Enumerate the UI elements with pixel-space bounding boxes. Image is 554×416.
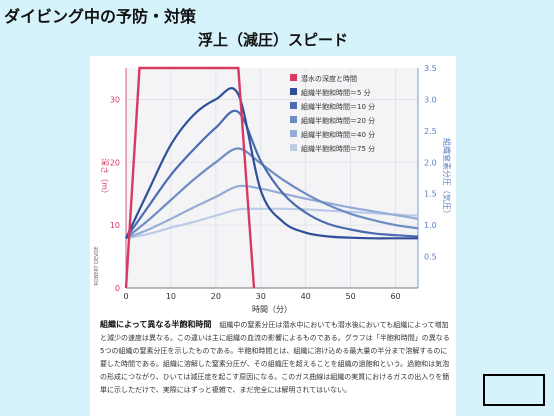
- y-left-tick-label: 20: [110, 158, 120, 167]
- legend-swatch: [290, 116, 297, 123]
- y-left-axis-label: 深さ（m）: [100, 158, 109, 198]
- caption-title: 組織によって異なる半飽和時間: [100, 320, 212, 329]
- series-line: [125, 207, 419, 240]
- y-right-tick-label: 1.5: [424, 190, 437, 199]
- tissue-saturation-chart: 0 10 20 30 40 50 60 0 10 20 30 3.5 3.0 2.5 2.0 1.5 1.0 0.…: [94, 64, 452, 314]
- y-right-axis-label: 組織窒素分圧（気圧）: [442, 138, 452, 218]
- answer-box: [483, 374, 545, 406]
- slide-subtitle: 浮上（減圧）スピード: [198, 31, 349, 49]
- legend-label: 組織半飽和時間＝75 分: [301, 144, 375, 153]
- figure-caption: 組織によって異なる半飽和時間 組織中の窒素分圧は潜水中においても潜水後においても組…: [100, 318, 452, 397]
- legend-swatch: [290, 74, 297, 81]
- series-line: [125, 109, 419, 239]
- slide-title: ダイビング中の予防・対策: [4, 7, 197, 26]
- y-right-tick-label: 3.5: [424, 64, 437, 73]
- legend-label: 組織半飽和時間＝20 分: [301, 116, 375, 125]
- legend-label: 組織半飽和時間＝40 分: [301, 130, 375, 139]
- series-line: [125, 184, 419, 240]
- y-right-tick-label: 0.5: [424, 253, 437, 262]
- legend-label: 組織半飽和時間＝10 分: [301, 102, 375, 111]
- x-tick-label: 50: [346, 292, 356, 301]
- credit-label: ROBERT DEVOE: [94, 246, 100, 285]
- y-right-tick-label: 1.0: [424, 221, 437, 230]
- caption-body: 組織中の窒素分圧は潜水中においても潜水後においても組織によって増加と減少の速度は…: [100, 321, 450, 394]
- legend-label: 潜水の深度と時間: [301, 74, 357, 83]
- depth-profile-line: [124, 66, 256, 289]
- y-left-tick-label: 30: [110, 95, 120, 104]
- legend-swatch: [290, 130, 297, 137]
- y-left-tick-label: 0: [115, 284, 120, 293]
- legend-swatch: [290, 144, 297, 151]
- y-right-tick-label: 3.0: [424, 95, 437, 104]
- legend-label: 組織半飽和時間＝5 分: [301, 88, 371, 97]
- x-tick-label: 10: [166, 292, 176, 301]
- y-right-tick-label: 2.5: [424, 127, 437, 136]
- x-tick-label: 60: [390, 292, 400, 301]
- x-axis-label: 時間（分）: [252, 305, 292, 314]
- figure-panel: 0 10 20 30 40 50 60 0 10 20 30 3.5 3.0 2.5 2.0 1.5 1.0 0.…: [90, 56, 456, 416]
- x-tick-label: 30: [256, 292, 266, 301]
- legend-swatch: [290, 88, 297, 95]
- x-tick-label: 20: [211, 292, 221, 301]
- legend-swatch: [290, 102, 297, 109]
- series-line: [125, 87, 418, 240]
- x-tick-label: 0: [123, 292, 128, 301]
- x-tick-label: 40: [301, 292, 311, 301]
- y-left-tick-label: 10: [110, 221, 120, 230]
- series-line: [125, 147, 419, 240]
- y-right-tick-label: 2.0: [424, 158, 437, 167]
